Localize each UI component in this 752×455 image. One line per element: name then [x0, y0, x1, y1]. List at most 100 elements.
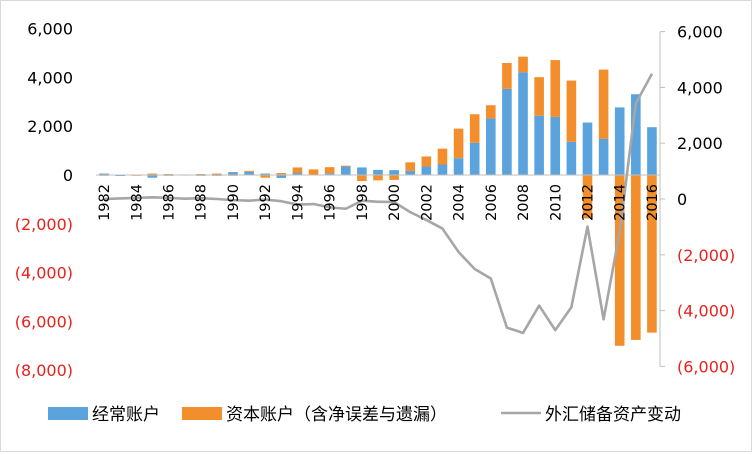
x-axis-label-2016: 2016: [645, 184, 661, 221]
capital-account-bar-2001: [405, 162, 416, 171]
capital-account-bar-1985: [147, 173, 158, 175]
capital-account-bar-2015: [631, 175, 641, 340]
capital-account-bar-2008: [518, 56, 528, 73]
current-account-bar-2005: [469, 142, 480, 175]
current-account-bar-2014: [614, 107, 625, 175]
capital-account-bar-2010: [550, 60, 561, 117]
legend: 经常账户 资本账户（含净误差与遗漏） 外汇储备资产变动: [48, 405, 681, 425]
capital-account-bar-2014: [614, 175, 625, 346]
current-account-bar-2011: [566, 141, 577, 175]
capital-account-bar-2003: [437, 148, 448, 165]
x-axis-label-1988: 1988: [194, 184, 210, 221]
current-account-bar-1997: [340, 165, 351, 175]
left-axis-labels: (8,000) (6,000) (4,000) (2,000) 0 2,000 4,000 6…: [15, 20, 73, 381]
current-account-bar-1998: [357, 167, 367, 175]
axes-layer: [96, 31, 665, 367]
current-account-bar-2000: [389, 170, 399, 175]
capital-account-bar-1997: [340, 165, 351, 167]
x-axis-label-1994: 1994: [290, 184, 306, 221]
capital-account-bar-1996: [324, 167, 335, 174]
capital-account-bar-1995: [308, 169, 319, 175]
capital-account-bar-1992: [260, 175, 270, 178]
line-layer: [104, 73, 654, 335]
capital-account-bar-2006: [486, 105, 496, 119]
current-account-bar-1992: [260, 173, 270, 175]
legend-label-2: 外汇储备资产变动: [545, 405, 681, 425]
capital-account-bar-1989: [212, 173, 222, 175]
current-account-bar-2015: [631, 94, 641, 175]
capital-account-bar-1998: [357, 175, 367, 182]
current-account-bar-2008: [518, 72, 528, 175]
right-axis-labels: (6,000) (4,000) (2,000) 0 2,000 4,000 6,000: [677, 23, 735, 377]
legend-label-1: 资本账户（含净误差与遗漏）: [226, 405, 447, 425]
capital-account-bar-2007: [502, 63, 512, 89]
legend-swatch-0: [48, 407, 88, 420]
x-axis-label-2008: 2008: [516, 184, 532, 221]
current-account-bar-1982: [99, 173, 109, 175]
capital-account-bar-2000: [389, 175, 399, 180]
current-account-bar-2001: [405, 170, 416, 175]
x-axis-label-1998: 1998: [355, 184, 371, 221]
current-account-bar-2012: [582, 122, 593, 175]
legend-swatch-1: [182, 407, 222, 420]
x-axis-label-1990: 1990: [226, 184, 242, 221]
capital-account-bar-2011: [566, 80, 577, 142]
capital-account-bar-2013: [598, 69, 609, 139]
left-axis-label: (8,000): [15, 361, 73, 380]
fx-reserve-line: [104, 73, 654, 335]
capital-account-bar-2012: [582, 175, 593, 219]
capital-account-bar-2002: [421, 156, 432, 167]
x-axis-label-2006: 2006: [484, 184, 500, 221]
x-axis-label-2000: 2000: [387, 184, 403, 221]
legend-label-0: 经常账户: [92, 405, 160, 425]
current-account-bar-2016: [647, 127, 657, 175]
capital-account-bar-1991: [244, 170, 254, 172]
x-axis-label-2012: 2012: [580, 184, 596, 221]
x-axis-label-1982: 1982: [97, 184, 113, 221]
x-axis-label-2010: 2010: [548, 184, 564, 221]
x-axis-label-1996: 1996: [323, 184, 339, 221]
right-axis-label: (2,000): [677, 246, 735, 265]
bars-layer: [99, 56, 657, 346]
current-account-bar-2010: [550, 116, 561, 175]
current-account-bar-1993: [276, 175, 287, 178]
capital-account-bar-1994: [292, 167, 303, 174]
x-axis-label-2014: 2014: [613, 184, 629, 221]
left-axis-label: 0: [63, 166, 73, 185]
x-axis-labels: 1982 1984 1986 1988 1990 1992 1994 1996 1998 2000…: [97, 184, 661, 221]
right-axis-label: (4,000): [677, 302, 735, 321]
left-axis-label: (6,000): [15, 312, 73, 331]
current-account-bar-1994: [292, 173, 303, 175]
right-axis-label: 4,000: [677, 78, 723, 97]
current-account-bar-2004: [453, 158, 464, 175]
current-account-bar-1985: [147, 175, 158, 178]
current-account-bar-2009: [534, 115, 544, 175]
capital-account-bar-1993: [276, 173, 287, 175]
current-account-bar-2006: [486, 118, 496, 175]
capital-account-bar-2016: [647, 175, 657, 333]
x-axis-label-1986: 1986: [162, 184, 178, 221]
left-axis-label: 2,000: [27, 117, 73, 136]
current-account-bar-1990: [228, 172, 238, 175]
right-axis-label: 2,000: [677, 134, 723, 153]
right-axis-label: (6,000): [677, 357, 735, 376]
capital-account-bar-2009: [534, 77, 544, 116]
x-axis-label-2004: 2004: [452, 184, 468, 221]
capital-account-bar-2005: [469, 114, 480, 143]
left-axis-label: (2,000): [15, 215, 73, 234]
current-account-bar-2013: [598, 138, 609, 175]
x-axis-label-1992: 1992: [258, 184, 274, 221]
left-axis-label: (4,000): [15, 264, 73, 283]
current-account-bar-1996: [324, 173, 335, 175]
left-axis-label: 6,000: [27, 20, 73, 39]
current-account-bar-1991: [244, 171, 254, 175]
x-axis-label-1984: 1984: [129, 184, 145, 221]
left-axis-label: 4,000: [27, 68, 73, 87]
current-account-bar-1999: [373, 169, 383, 175]
current-account-bar-2003: [437, 164, 448, 175]
x-axis-label-2002: 2002: [419, 184, 435, 221]
current-account-bar-2007: [502, 88, 512, 175]
capital-account-bar-1999: [373, 175, 383, 181]
